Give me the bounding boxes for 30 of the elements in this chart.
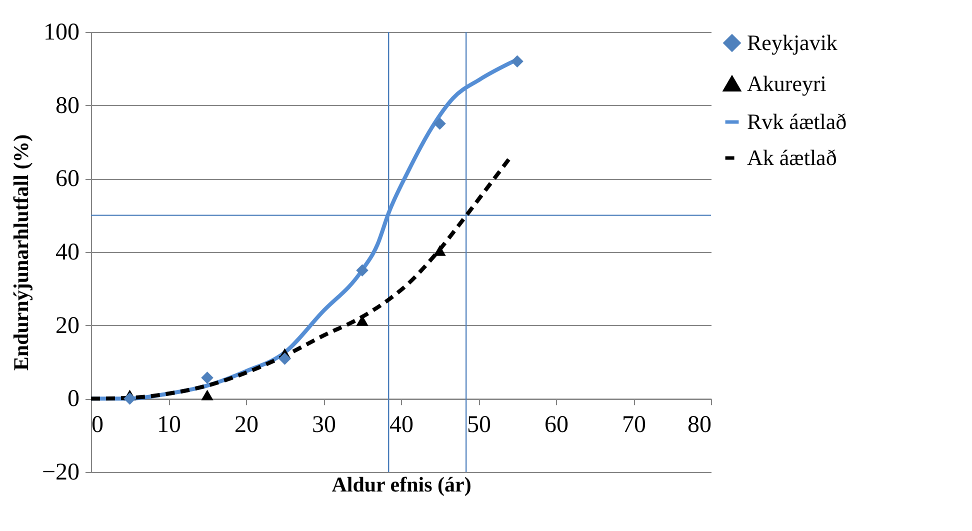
y-tick-label: 40 — [56, 240, 80, 266]
legend-label: Rvk áætlað — [747, 109, 847, 134]
point — [278, 352, 291, 365]
point — [356, 264, 368, 276]
y-tick-label: 0 — [68, 386, 80, 412]
x-tick-label: 0 — [92, 412, 104, 438]
legend-label: Akureyri — [747, 71, 826, 96]
point — [201, 390, 214, 400]
x-tick-label: 50 — [467, 412, 491, 438]
y-tick-label: −20 — [42, 460, 80, 486]
x-tick-label: 60 — [544, 412, 568, 438]
x-tick-label: 10 — [157, 412, 181, 438]
y-tick-label: 80 — [56, 92, 80, 119]
legend-label: Ak áætlað — [747, 145, 837, 170]
point — [434, 118, 446, 130]
y-axis-title: Endurnýjunarhlutfall (%) — [8, 134, 33, 371]
point — [124, 392, 136, 405]
x-tick-label: 20 — [234, 412, 258, 438]
y-tick-label: 100 — [44, 20, 80, 46]
x-axis-title: Aldur efnis (ár) — [332, 472, 472, 496]
x-tick-label: 30 — [312, 412, 336, 438]
x-tick-label: 40 — [390, 412, 414, 438]
x-tick-label: 70 — [622, 412, 646, 438]
y-tick-label: 60 — [56, 166, 80, 192]
y-tick-label: 20 — [56, 312, 80, 339]
point — [511, 55, 524, 68]
point — [434, 245, 446, 256]
x-tick-label: 80 — [688, 412, 712, 438]
legend-label: Reykjavik — [747, 30, 838, 55]
point — [201, 372, 214, 384]
